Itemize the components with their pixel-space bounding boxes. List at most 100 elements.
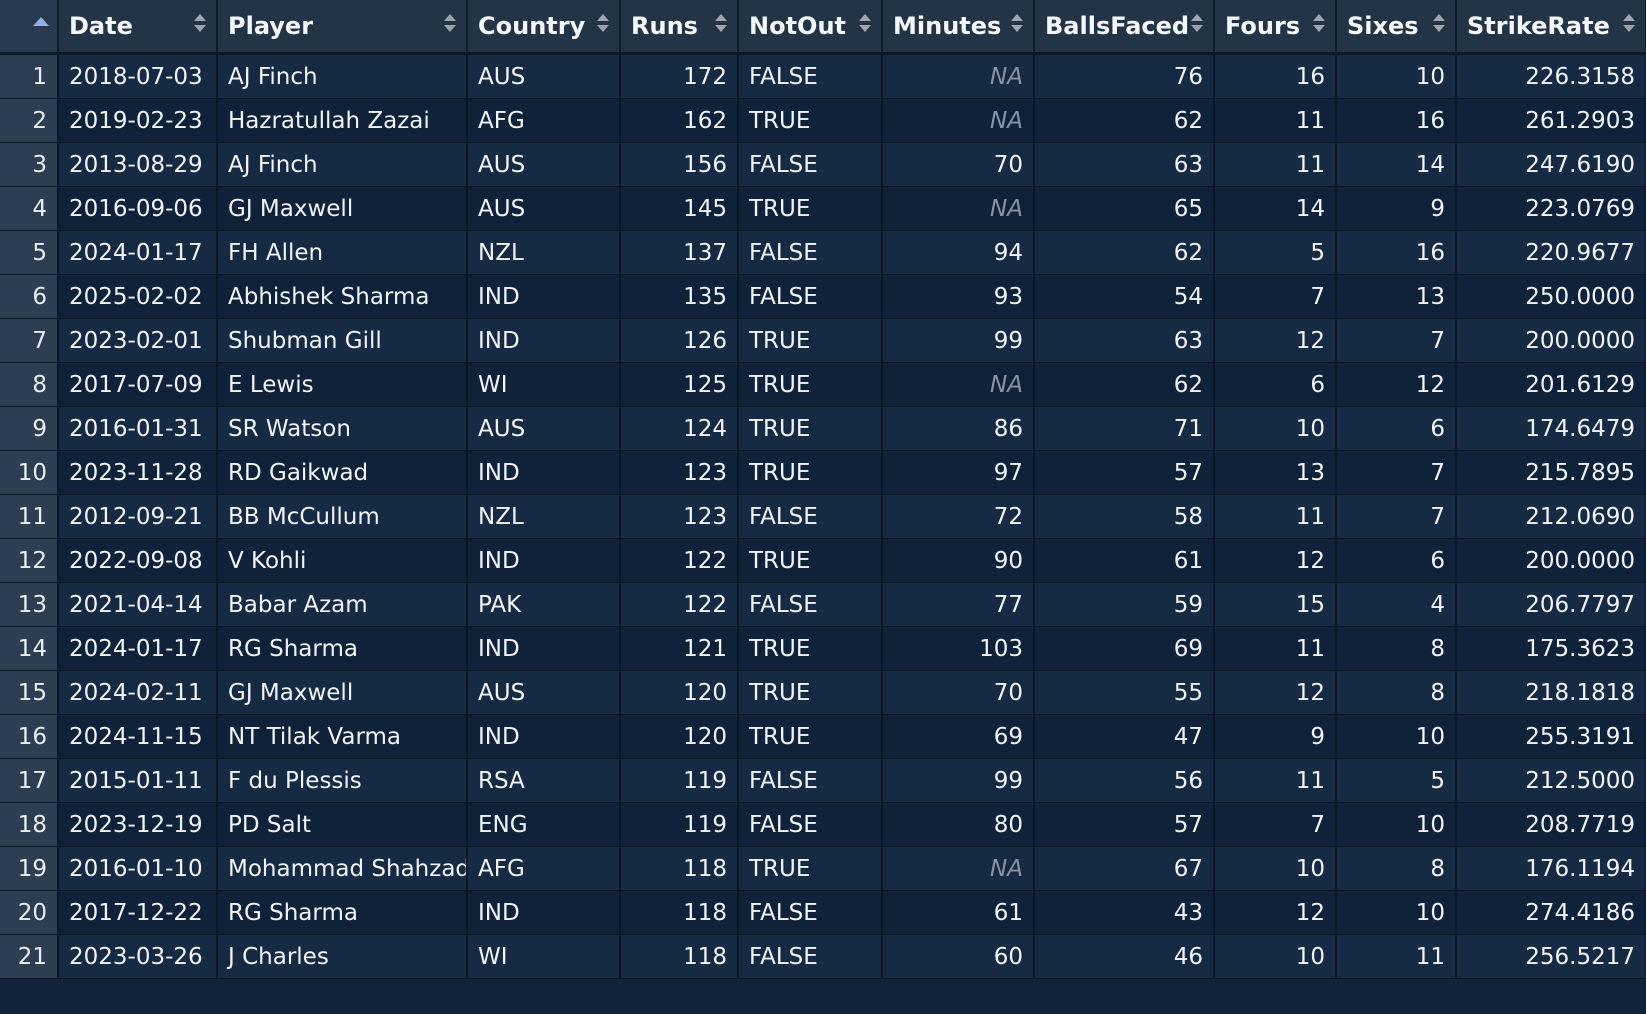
sort-both-icon[interactable] [715, 14, 727, 36]
cell-minutes: 103 [882, 626, 1035, 671]
cell-sixes: 7 [1336, 494, 1457, 539]
cell-ballsfaced: 46 [1034, 934, 1215, 979]
cell-minutes: NA [882, 98, 1035, 143]
cell-notout: TRUE [738, 406, 883, 451]
column-header-country[interactable]: Country [467, 0, 621, 55]
column-header-date[interactable]: Date [58, 0, 218, 55]
table-body: 1 2018-07-03 AJ Finch AUS 172 FALSE NA 76 16 10 22… [0, 53, 1646, 979]
cell-notout: FALSE [738, 582, 883, 627]
cell-player: SR Watson [217, 406, 468, 451]
cell-date: 2025-02-02 [58, 274, 218, 319]
cell-sixes: 14 [1336, 142, 1457, 187]
cell-ballsfaced: 61 [1034, 538, 1215, 583]
row-number: 2 [0, 98, 59, 143]
cell-date: 2024-02-11 [58, 670, 218, 715]
table-row: 1 2018-07-03 AJ Finch AUS 172 FALSE NA 76 16 10 22… [0, 53, 1646, 99]
row-number: 12 [0, 538, 59, 583]
table-row: 15 2024-02-11 GJ Maxwell AUS 120 TRUE 70 55 12 8 2… [0, 670, 1646, 715]
column-header-ballsfaced[interactable]: BallsFaced [1034, 0, 1215, 55]
cell-country: WI [467, 934, 621, 979]
row-number: 21 [0, 934, 59, 979]
table-row: 5 2024-01-17 FH Allen NZL 137 FALSE 94 62 5 16 220… [0, 230, 1646, 275]
column-header-strikerate[interactable]: StrikeRate [1456, 0, 1646, 55]
cell-notout: FALSE [738, 230, 883, 275]
sort-both-icon[interactable] [1313, 14, 1325, 36]
cell-date: 2013-08-29 [58, 142, 218, 187]
cell-minutes: 99 [882, 758, 1035, 803]
cell-country: IND [467, 318, 621, 363]
cell-ballsfaced: 63 [1034, 142, 1215, 187]
column-header-label: Country [478, 12, 586, 40]
cell-date: 2012-09-21 [58, 494, 218, 539]
cell-minutes: 61 [882, 890, 1035, 935]
cell-fours: 6 [1214, 362, 1337, 407]
cell-country: AFG [467, 846, 621, 891]
cell-runs: 172 [620, 53, 739, 99]
sort-both-icon[interactable] [444, 14, 456, 36]
cell-sixes: 7 [1336, 318, 1457, 363]
column-header-fours[interactable]: Fours [1214, 0, 1337, 55]
cell-fours: 12 [1214, 538, 1337, 583]
column-header-sixes[interactable]: Sixes [1336, 0, 1457, 55]
sort-both-icon[interactable] [1191, 14, 1203, 36]
table-row: 3 2013-08-29 AJ Finch AUS 156 FALSE 70 63 11 14 24… [0, 142, 1646, 187]
cell-notout: FALSE [738, 142, 883, 187]
cell-country: IND [467, 714, 621, 759]
cell-minutes: 97 [882, 450, 1035, 495]
column-header-label: Runs [631, 12, 698, 40]
column-header-player[interactable]: Player [217, 0, 468, 55]
cell-ballsfaced: 59 [1034, 582, 1215, 627]
table-row: 7 2023-02-01 Shubman Gill IND 126 TRUE 99 63 12 7… [0, 318, 1646, 363]
column-header-minutes[interactable]: Minutes [882, 0, 1035, 55]
cell-notout: TRUE [738, 362, 883, 407]
column-header-runs[interactable]: Runs [620, 0, 739, 55]
cell-notout: TRUE [738, 670, 883, 715]
column-header-notout[interactable]: NotOut [738, 0, 883, 55]
table-row: 9 2016-01-31 SR Watson AUS 124 TRUE 86 71 10 6 174… [0, 406, 1646, 451]
sort-both-icon[interactable] [859, 14, 871, 36]
cell-country: AUS [467, 142, 621, 187]
cell-country: IND [467, 538, 621, 583]
cell-date: 2015-01-11 [58, 758, 218, 803]
cell-country: IND [467, 626, 621, 671]
cell-sixes: 10 [1336, 802, 1457, 847]
sort-both-icon[interactable] [1011, 14, 1023, 36]
cell-ballsfaced: 63 [1034, 318, 1215, 363]
cell-sixes: 8 [1336, 670, 1457, 715]
cell-sixes: 5 [1336, 758, 1457, 803]
cell-minutes: 86 [882, 406, 1035, 451]
cell-sixes: 16 [1336, 230, 1457, 275]
sort-both-icon[interactable] [1433, 14, 1445, 36]
cell-strikerate: 215.7895 [1456, 450, 1646, 495]
cell-country: IND [467, 450, 621, 495]
cell-sixes: 13 [1336, 274, 1457, 319]
row-number: 3 [0, 142, 59, 187]
table-row: 20 2017-12-22 RG Sharma IND 118 FALSE 61 43 12 10… [0, 890, 1646, 935]
cell-country: AUS [467, 53, 621, 99]
cell-date: 2016-09-06 [58, 186, 218, 231]
cell-strikerate: 200.0000 [1456, 538, 1646, 583]
column-header-index[interactable] [0, 0, 59, 55]
sort-both-icon[interactable] [597, 14, 609, 36]
cell-player: Abhishek Sharma [217, 274, 468, 319]
table-row: 14 2024-01-17 RG Sharma IND 121 TRUE 103 69 11 8 1… [0, 626, 1646, 671]
cell-date: 2023-02-01 [58, 318, 218, 363]
data-table: Date Player Country Runs NotOut Minutes BallsF… [0, 0, 1646, 979]
table-row: 11 2012-09-21 BB McCullum NZL 123 FALSE 72 58 11… [0, 494, 1646, 539]
sort-ascending-icon[interactable] [33, 17, 49, 26]
cell-country: AUS [467, 406, 621, 451]
cell-runs: 145 [620, 186, 739, 231]
cell-date: 2024-01-17 [58, 230, 218, 275]
cell-fours: 7 [1214, 802, 1337, 847]
sort-both-icon[interactable] [194, 14, 206, 36]
cell-minutes: 70 [882, 142, 1035, 187]
sort-both-icon[interactable] [1623, 14, 1635, 36]
cell-ballsfaced: 65 [1034, 186, 1215, 231]
cell-minutes: 72 [882, 494, 1035, 539]
cell-ballsfaced: 69 [1034, 626, 1215, 671]
column-header-label: BallsFaced [1045, 12, 1190, 40]
cell-minutes: 93 [882, 274, 1035, 319]
row-number: 19 [0, 846, 59, 891]
cell-sixes: 7 [1336, 450, 1457, 495]
cell-runs: 120 [620, 714, 739, 759]
